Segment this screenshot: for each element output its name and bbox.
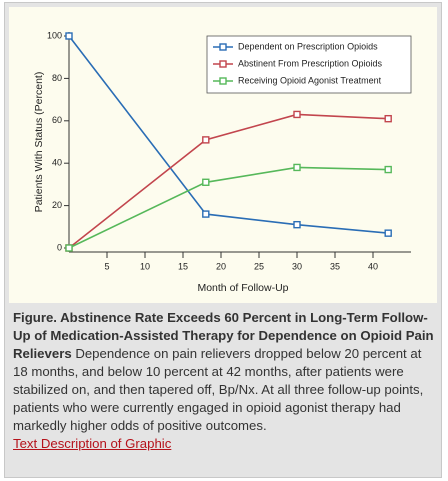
caption-body: Dependence on pain relievers dropped bel…: [13, 346, 424, 433]
y-tick-label: 0: [57, 242, 62, 252]
caption: Figure. Abstinence Rate Exceeds 60 Perce…: [13, 309, 437, 453]
y-tick-label: 20: [52, 200, 62, 210]
y-tick-label: 60: [52, 115, 62, 125]
y-tick-label: 100: [47, 30, 62, 40]
legend-marker: [219, 77, 227, 85]
chart: Patients With Status (Percent) Month of …: [9, 7, 437, 303]
point-marker: [65, 244, 73, 252]
x-tick-label: 10: [140, 261, 150, 271]
series-line: [68, 113, 389, 249]
point-marker: [202, 136, 210, 144]
point-marker: [202, 178, 210, 186]
x-tick-label: 40: [368, 261, 378, 271]
point-marker: [293, 163, 301, 172]
x-tick-label: 30: [292, 261, 302, 271]
point-marker: [293, 220, 301, 229]
legend-marker: [219, 60, 227, 68]
point-marker: [384, 229, 392, 237]
point-marker: [293, 110, 301, 119]
legend-label: Abstinent From Prescription Opioids: [238, 58, 383, 68]
text-description-link[interactable]: Text Description of Graphic: [13, 436, 172, 451]
x-tick-label: 25: [254, 261, 264, 271]
y-axis-label: Patients With Status (Percent): [33, 72, 45, 213]
series-line: [68, 35, 389, 234]
y-tick-label: 40: [52, 158, 62, 168]
series-line: [68, 166, 389, 249]
point-marker: [65, 32, 73, 40]
point-marker: [202, 210, 210, 218]
x-tick-label: 35: [330, 261, 340, 271]
x-axis-label: Month of Follow-Up: [197, 282, 288, 294]
legend-label: Dependent on Prescription Opioids: [238, 41, 378, 51]
x-tick-label: 5: [104, 261, 109, 271]
x-tick-label: 20: [216, 261, 226, 271]
legend-marker: [219, 43, 227, 51]
legend-label: Receiving Opioid Agonist Treatment: [238, 75, 382, 85]
figure-panel: Patients With Status (Percent) Month of …: [4, 2, 442, 478]
y-tick-label: 80: [52, 73, 62, 83]
point-marker: [384, 165, 392, 174]
caption-title: Figure. Abstinence Rate Exceeds 60 Perce…: [13, 310, 434, 361]
point-marker: [384, 114, 392, 123]
x-tick-label: 15: [178, 261, 188, 271]
legend-box: [206, 35, 412, 94]
